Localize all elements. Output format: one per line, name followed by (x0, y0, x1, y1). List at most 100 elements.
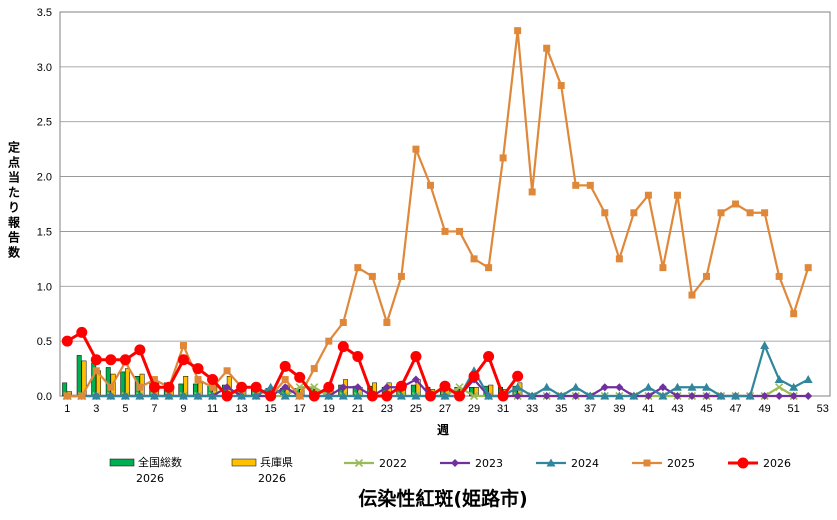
data-point (485, 264, 493, 272)
data-point (441, 227, 449, 235)
data-point (455, 383, 464, 392)
legend-label: 2025 (667, 457, 695, 470)
data-point (426, 181, 434, 189)
data-point (337, 341, 349, 353)
data-point (702, 392, 711, 400)
data-point (424, 390, 436, 402)
data-point (164, 391, 174, 400)
legend-label: 2026 (763, 457, 791, 470)
x-tick-label: 51 (788, 403, 800, 415)
x-tick-label: 9 (180, 403, 186, 415)
data-point (134, 344, 146, 356)
data-point (150, 376, 158, 384)
data-point (308, 390, 320, 402)
data-point (658, 391, 668, 400)
x-tick-label: 17 (294, 403, 306, 415)
legend-swatch (109, 458, 135, 467)
data-point (659, 264, 667, 272)
data-point (775, 383, 784, 392)
data-point (353, 391, 363, 400)
chart-title: 伝染性紅斑(姫路市) (358, 487, 527, 510)
legend-item-兵庫県: 兵庫県 2026 (231, 455, 293, 485)
data-point (395, 380, 407, 392)
data-point (411, 375, 420, 384)
data-point (672, 382, 682, 391)
x-axis-ticks: 1 3 5 7 9 11 13 15 17 19 21 23 25 27 29 31 33 35 37 39 41 43 4… (64, 403, 829, 415)
data-point (323, 381, 335, 393)
data-point (804, 264, 812, 272)
data-point (528, 188, 536, 196)
data-point (644, 191, 652, 199)
legend-sublabel: 2026 (258, 472, 286, 485)
data-point (440, 391, 450, 400)
y-tick-label: 3.5 (37, 7, 52, 19)
y-axis-ticks: 0.0 0.5 1.0 1.5 2.0 2.5 3.0 3.5 (37, 7, 52, 403)
data-point (630, 209, 638, 217)
x-tick-label: 21 (352, 403, 364, 415)
data-point (281, 376, 289, 384)
data-point (339, 318, 347, 326)
data-point (687, 392, 696, 400)
data-point (368, 272, 376, 280)
data-point (600, 391, 610, 400)
x-tick-label: 49 (758, 403, 770, 415)
data-point (192, 363, 204, 375)
x-tick-label: 11 (207, 403, 218, 415)
data-point (760, 341, 770, 350)
y-tick-label: 0.0 (37, 391, 52, 403)
data-point (451, 459, 459, 467)
x-tick-label: 1 (64, 403, 70, 415)
data-point (499, 154, 507, 162)
data-point (601, 209, 609, 217)
data-point (731, 391, 741, 400)
x-tick-label: 37 (584, 403, 596, 415)
data-point (396, 391, 406, 400)
series-2026 (61, 326, 524, 402)
data-point (353, 383, 362, 392)
data-point (514, 27, 522, 35)
data-point (761, 209, 769, 217)
data-point (703, 272, 711, 280)
data-point (615, 383, 624, 392)
data-point (339, 383, 348, 392)
data-point (325, 337, 333, 345)
data-point (571, 392, 580, 400)
data-point (119, 354, 131, 366)
data-point (310, 383, 319, 392)
data-point (789, 392, 798, 400)
x-tick-label: 7 (151, 403, 157, 415)
data-point (470, 255, 478, 263)
data-point (586, 181, 594, 189)
x-tick-label: 19 (323, 403, 335, 415)
data-point (354, 264, 362, 272)
data-point (61, 335, 73, 347)
data-point (804, 392, 813, 400)
data-point (469, 391, 479, 401)
x-tick-label: 15 (265, 403, 277, 415)
data-point (296, 392, 304, 400)
data-point (760, 392, 769, 400)
legend-item-2023: 2023 (440, 457, 503, 470)
data-point (658, 383, 667, 392)
data-point (687, 382, 697, 391)
bar (125, 368, 131, 397)
y-tick-label: 0.5 (37, 336, 52, 348)
data-point (557, 82, 565, 90)
data-point (223, 367, 231, 375)
data-point (354, 458, 364, 468)
data-point (194, 376, 202, 384)
y-tick-label: 3.0 (37, 62, 52, 74)
legend-label: 2022 (379, 457, 407, 470)
legend-item-2026: 2026 (728, 457, 791, 470)
data-point (324, 391, 334, 400)
data-point (673, 392, 682, 400)
x-tick-label: 53 (817, 403, 829, 415)
legend-item-2022: 2022 (344, 457, 407, 470)
data-point (236, 381, 248, 393)
data-point (338, 391, 348, 400)
data-point (310, 365, 318, 373)
data-point (585, 391, 595, 400)
data-point (737, 457, 749, 469)
data-point (136, 383, 144, 391)
